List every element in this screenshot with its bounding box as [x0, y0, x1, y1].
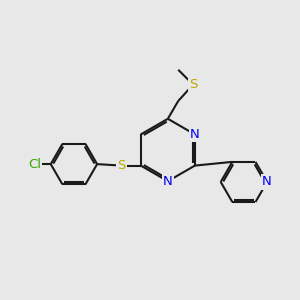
Text: N: N [163, 175, 173, 188]
Text: Cl: Cl [28, 158, 41, 171]
Text: N: N [190, 128, 200, 141]
Text: S: S [189, 78, 197, 91]
Text: S: S [117, 159, 126, 172]
Text: N: N [262, 176, 272, 188]
